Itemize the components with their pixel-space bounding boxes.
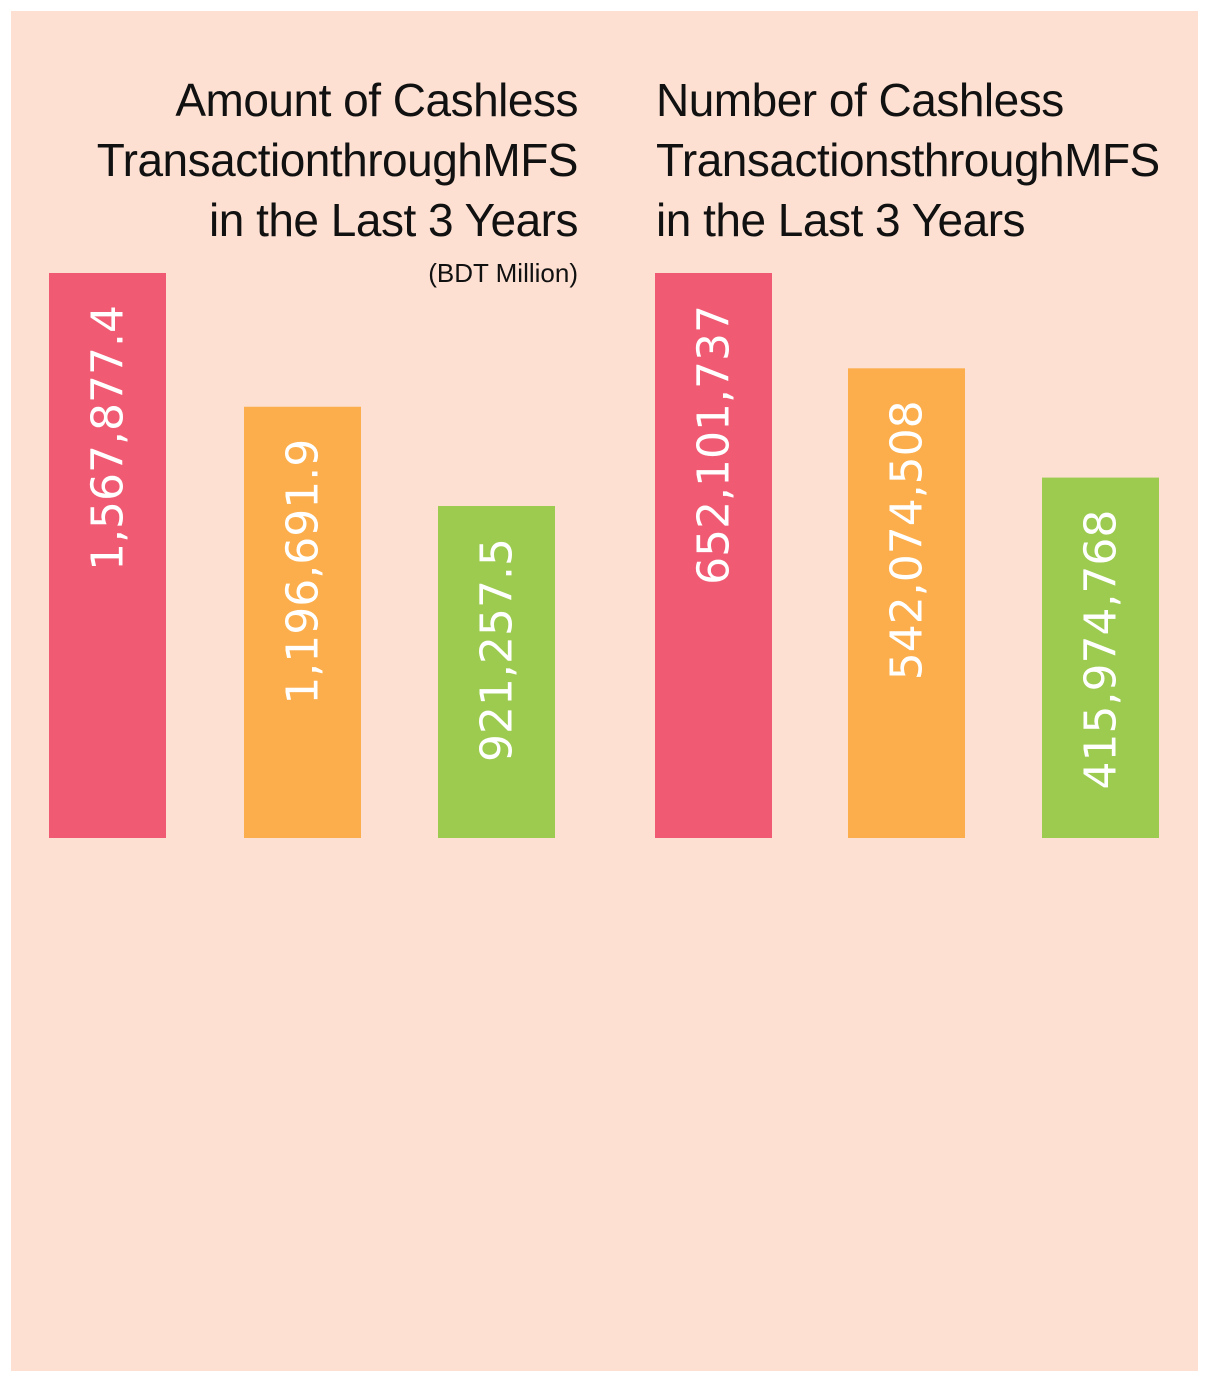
title-line: in the Last 3 Years	[208, 194, 579, 246]
bar-amount-2	[244, 406, 361, 838]
title-line: Amount of Cashless	[175, 74, 578, 126]
bar-value-label: 542,074,508	[882, 400, 933, 680]
unit-label: (BDT Million)	[428, 258, 578, 288]
bar-amount-1	[49, 273, 166, 838]
bar-value-label: 1,196,691.9	[278, 439, 329, 705]
title-line: TransactionsthroughMFS	[656, 134, 1160, 186]
title-line: in the Last 3 Years	[656, 194, 1026, 246]
bar-number-3	[1042, 477, 1159, 838]
bar-value-label: 1,567,877.4	[83, 305, 134, 571]
bar-value-label: 415,974,768	[1076, 510, 1127, 790]
title-line: TransactionthroughMFS	[96, 134, 579, 186]
bar-value-label: 652,101,737	[689, 305, 740, 585]
title-line: Number of Cashless	[656, 74, 1064, 126]
chart-panel	[11, 11, 1198, 1371]
bar-number-1	[655, 273, 772, 838]
bar-number-2	[848, 368, 965, 838]
chart-title-amount: Amount of Cashless TransactionthroughMFS…	[0, 70, 579, 250]
bar-value-label: 921,257.5	[472, 538, 523, 762]
chart-title-number: Number of Cashless TransactionsthroughMF…	[656, 70, 1196, 250]
bar-amount-3	[438, 506, 555, 838]
